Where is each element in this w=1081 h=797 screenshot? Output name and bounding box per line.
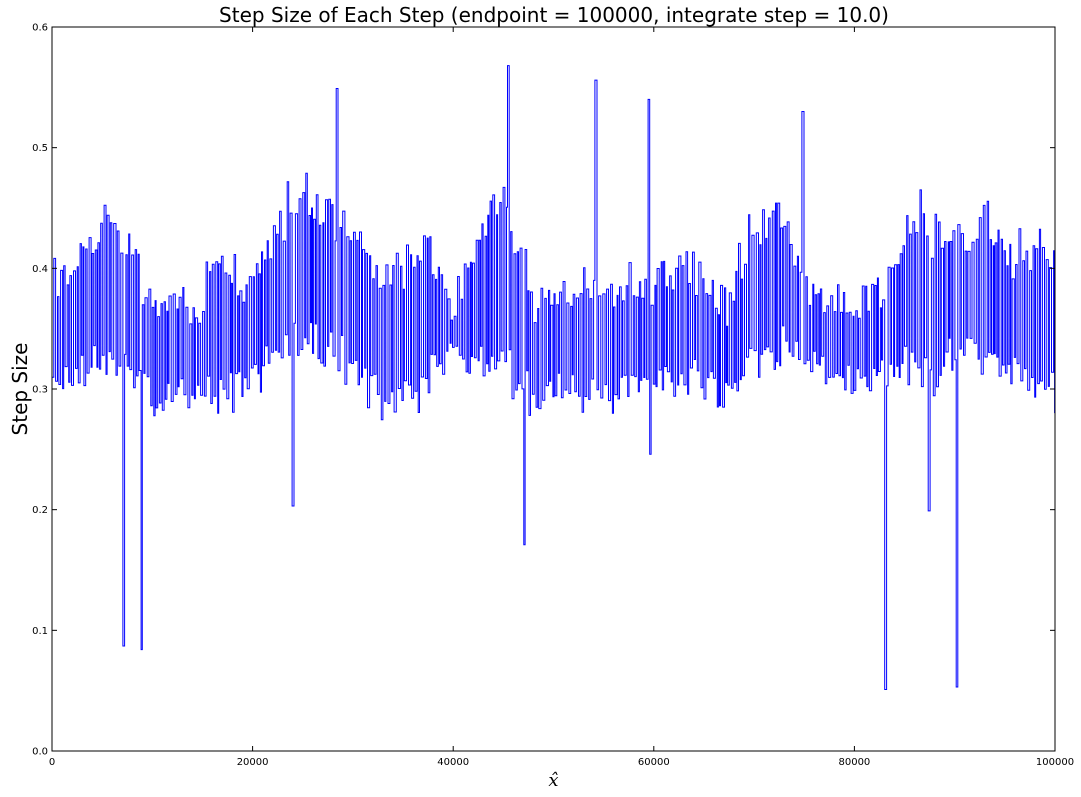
axes-layer: 0 20000 40000 60000 80000 100000 0.0 0.1 0.2 0.3 0… (32, 23, 1074, 769)
y-tick-label: 0.1 (32, 626, 48, 637)
y-tick-label: 0.3 (32, 385, 48, 396)
y-tick-label: 0.6 (32, 23, 48, 34)
y-tick-label: 0.4 (32, 264, 48, 275)
y-tick-label: 0.0 (32, 747, 48, 758)
x-tick-label: 20000 (237, 757, 269, 768)
plot-frame (51, 26, 1056, 752)
y-tick-label: 0.2 (32, 505, 48, 516)
series-layer (51, 65, 1056, 690)
x-tick-label: 100000 (1036, 757, 1074, 768)
y-axis-label: Step Size (8, 343, 32, 436)
x-tick-label: 40000 (437, 757, 469, 768)
x-tick-label: 80000 (838, 757, 870, 768)
x-tick-label: 0 (49, 757, 55, 768)
x-tick-label: 60000 (638, 757, 670, 768)
x-axis-label: x̂ (548, 770, 558, 791)
y-tick-label: 0.5 (32, 143, 48, 154)
step-size-series-line (51, 65, 1056, 690)
chart-title: Step Size of Each Step (endpoint = 10000… (219, 3, 889, 27)
